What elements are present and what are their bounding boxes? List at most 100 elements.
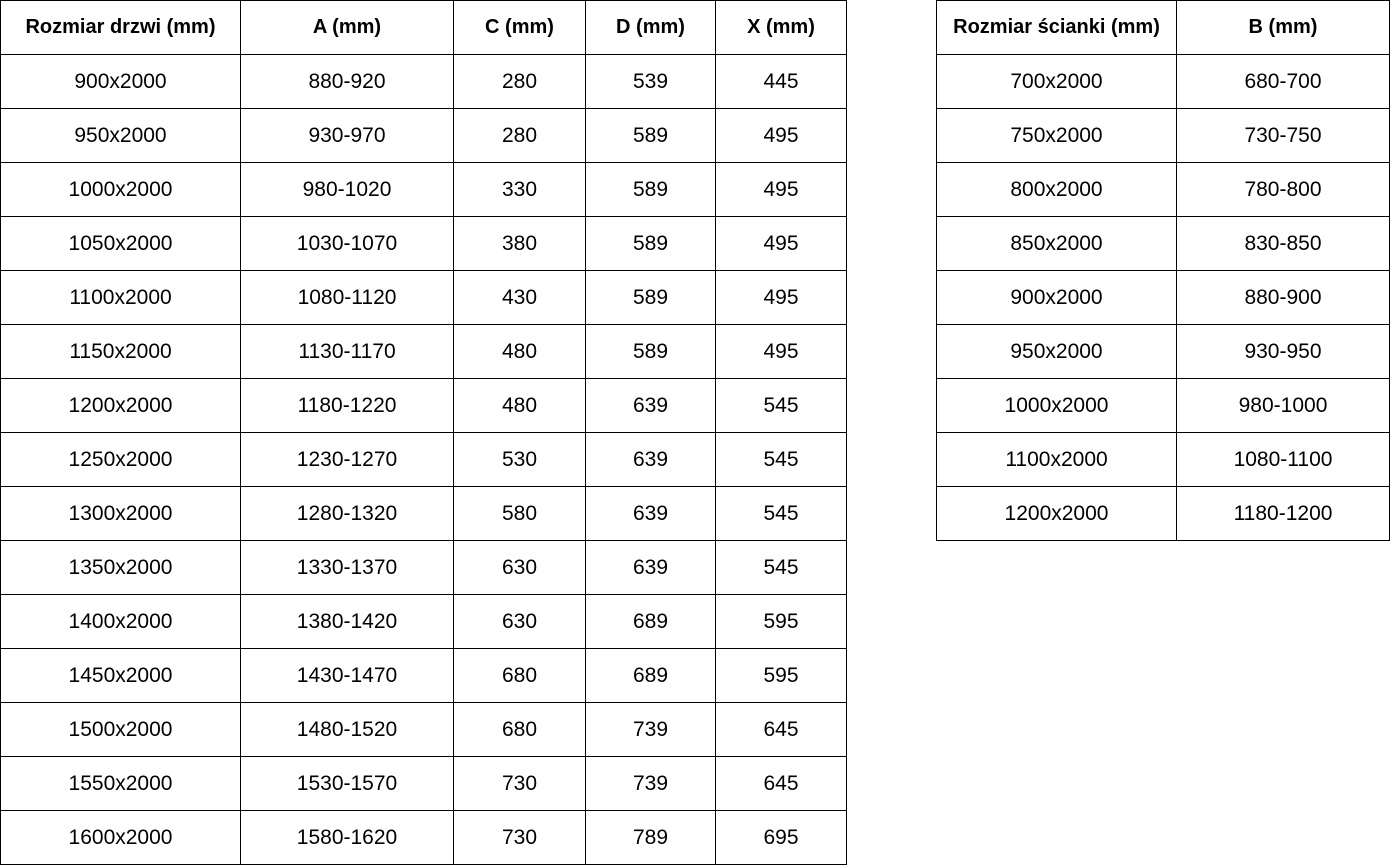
table-cell: 545 (715, 540, 847, 595)
table-cell: 1350x2000 (0, 540, 241, 595)
table-cell: 530 (453, 432, 586, 487)
table-cell: 639 (585, 378, 716, 433)
table-row: 1350x2000 1330-1370 630 639 545 (0, 540, 847, 595)
table-cell: 739 (585, 702, 716, 757)
table-row: 1000x2000 980-1020 330 589 495 (0, 162, 847, 217)
table-row: 1450x2000 1430-1470 680 689 595 (0, 648, 847, 703)
table-cell: 1500x2000 (0, 702, 241, 757)
table-cell: 589 (585, 324, 716, 379)
table-cell: 1550x2000 (0, 756, 241, 811)
table-row: 1100x2000 1080-1120 430 589 495 (0, 270, 847, 325)
table-cell: 545 (715, 378, 847, 433)
table-cell: 639 (585, 432, 716, 487)
table-cell: 780-800 (1176, 162, 1390, 217)
table-cell: 1000x2000 (0, 162, 241, 217)
table-cell: 545 (715, 432, 847, 487)
table-cell: 1280-1320 (240, 486, 454, 541)
table-cell: 495 (715, 270, 847, 325)
table-cell: 1230-1270 (240, 432, 454, 487)
table-row: 950x2000 930-970 280 589 495 (0, 108, 847, 163)
table-row: 1100x2000 1080-1100 (936, 432, 1390, 487)
table-cell: 1030-1070 (240, 216, 454, 271)
table-cell: 480 (453, 378, 586, 433)
table-cell: 1150x2000 (0, 324, 241, 379)
table-cell: 495 (715, 216, 847, 271)
column-header: D (mm) (585, 0, 716, 55)
table-cell: 1600x2000 (0, 810, 241, 865)
table-cell: 689 (585, 648, 716, 703)
table-row: 1600x2000 1580-1620 730 789 695 (0, 810, 847, 865)
column-header: Rozmiar drzwi (mm) (0, 0, 241, 55)
column-header: A (mm) (240, 0, 454, 55)
table-cell: 1000x2000 (936, 378, 1177, 433)
table-cell: 1100x2000 (0, 270, 241, 325)
table-cell: 589 (585, 108, 716, 163)
table-row: 950x2000 930-950 (936, 324, 1390, 379)
table-cell: 280 (453, 54, 586, 109)
table-row: 900x2000 880-920 280 539 445 (0, 54, 847, 109)
table-cell: 1430-1470 (240, 648, 454, 703)
table-cell: 900x2000 (0, 54, 241, 109)
table-cell: 630 (453, 540, 586, 595)
table-cell: 330 (453, 162, 586, 217)
table-row: 1300x2000 1280-1320 580 639 545 (0, 486, 847, 541)
table-cell: 680-700 (1176, 54, 1390, 109)
table-cell: 1180-1200 (1176, 486, 1390, 541)
table-row: 750x2000 730-750 (936, 108, 1390, 163)
table-cell: 1050x2000 (0, 216, 241, 271)
table-row: 1150x2000 1130-1170 480 589 495 (0, 324, 847, 379)
table-cell: 680 (453, 648, 586, 703)
table-cell: 680 (453, 702, 586, 757)
table-cell: 639 (585, 540, 716, 595)
table-cell: 730-750 (1176, 108, 1390, 163)
table-cell: 950x2000 (936, 324, 1177, 379)
table-cell: 1380-1420 (240, 594, 454, 649)
table-row: 900x2000 880-900 (936, 270, 1390, 325)
table-cell: 380 (453, 216, 586, 271)
table-cell: 750x2000 (936, 108, 1177, 163)
table-cell: 589 (585, 216, 716, 271)
table-cell: 880-920 (240, 54, 454, 109)
table-cell: 589 (585, 162, 716, 217)
table-cell: 730 (453, 810, 586, 865)
table-cell: 1300x2000 (0, 486, 241, 541)
table-cell: 539 (585, 54, 716, 109)
table-cell: 900x2000 (936, 270, 1177, 325)
table-cell: 830-850 (1176, 216, 1390, 271)
table-cell: 1200x2000 (0, 378, 241, 433)
table-row: 850x2000 830-850 (936, 216, 1390, 271)
table-cell: 950x2000 (0, 108, 241, 163)
column-header: B (mm) (1176, 0, 1390, 55)
table-cell: 689 (585, 594, 716, 649)
table-cell: 880-900 (1176, 270, 1390, 325)
table-cell: 445 (715, 54, 847, 109)
table-cell: 739 (585, 756, 716, 811)
table-cell: 695 (715, 810, 847, 865)
table-cell: 1180-1220 (240, 378, 454, 433)
table-cell: 700x2000 (936, 54, 1177, 109)
table-cell: 1130-1170 (240, 324, 454, 379)
table-cell: 1480-1520 (240, 702, 454, 757)
table-cell: 1200x2000 (936, 486, 1177, 541)
table-cell: 1580-1620 (240, 810, 454, 865)
table-cell: 495 (715, 324, 847, 379)
table-row: 1200x2000 1180-1220 480 639 545 (0, 378, 847, 433)
column-header: X (mm) (715, 0, 847, 55)
table-cell: 980-1000 (1176, 378, 1390, 433)
table-cell: 589 (585, 270, 716, 325)
table-row: 1550x2000 1530-1570 730 739 645 (0, 756, 847, 811)
table-cell: 1080-1120 (240, 270, 454, 325)
table-cell: 480 (453, 324, 586, 379)
table-cell: 850x2000 (936, 216, 1177, 271)
header-row: Rozmiar ścianki (mm) B (mm) (936, 0, 1390, 55)
table-cell: 1080-1100 (1176, 432, 1390, 487)
table-cell: 595 (715, 648, 847, 703)
table-row: 1250x2000 1230-1270 530 639 545 (0, 432, 847, 487)
table-cell: 1400x2000 (0, 594, 241, 649)
table-cell: 495 (715, 108, 847, 163)
table-row: 1400x2000 1380-1420 630 689 595 (0, 594, 847, 649)
table-cell: 280 (453, 108, 586, 163)
header-row: Rozmiar drzwi (mm) A (mm) C (mm) D (mm) X (m… (0, 0, 847, 55)
door-size-table: Rozmiar drzwi (mm) A (mm) C (mm) D (mm) X (m… (0, 0, 847, 865)
table-cell: 980-1020 (240, 162, 454, 217)
